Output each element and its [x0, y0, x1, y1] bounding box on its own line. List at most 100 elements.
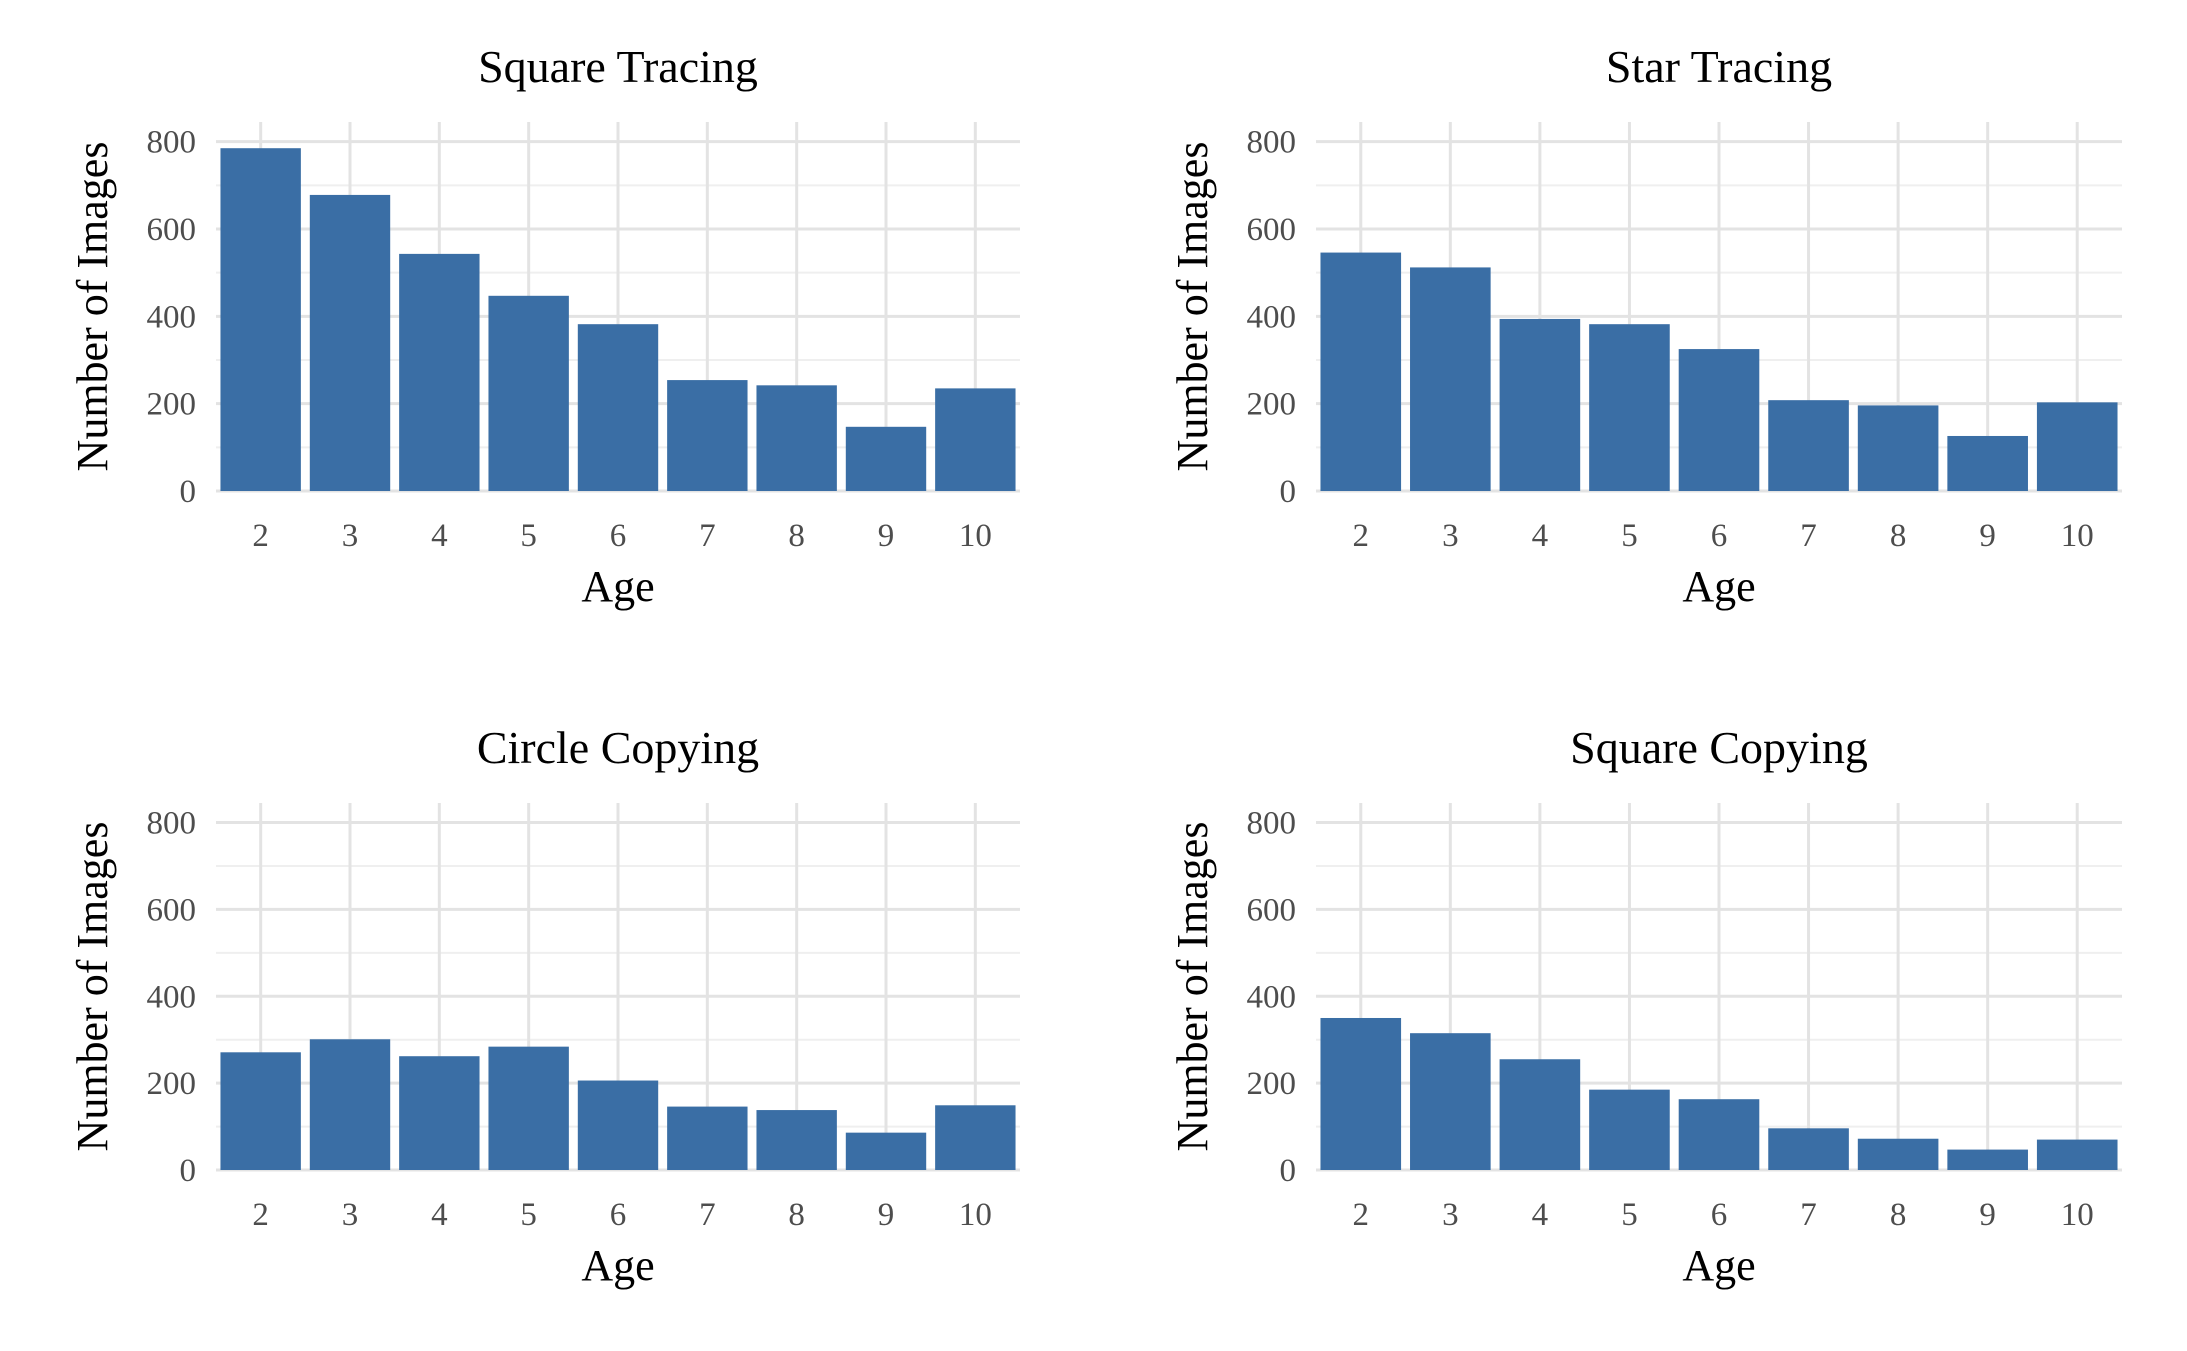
x-tick-label: 6: [610, 518, 627, 554]
chart-panel-4: 0 200 400 600 800 2 3 4 5 6 7 8 9 10 Square Copying Age…: [1168, 722, 2122, 1290]
bar-age-6: [577, 324, 659, 491]
x-tick-label: 3: [1442, 1197, 1459, 1233]
x-tick-label: 6: [1711, 1197, 1728, 1233]
x-tick-label: 9: [1979, 1197, 1996, 1233]
x-tick-label: 3: [342, 518, 359, 554]
y-tick-label: 800: [1247, 125, 1297, 161]
bar-age-2: [220, 1052, 301, 1170]
x-axis-title: Age: [1682, 1241, 1755, 1290]
bar-age-5: [488, 295, 569, 491]
x-tick-label: 2: [252, 1197, 269, 1233]
x-tick-label: 6: [610, 1197, 627, 1233]
bar-age-8: [756, 385, 837, 491]
y-tick-label: 400: [147, 299, 197, 335]
x-tick-label: 8: [788, 518, 805, 554]
bar-age-8: [1857, 405, 1939, 491]
y-tick-label: 800: [147, 125, 197, 161]
y-tick-label: 800: [147, 806, 197, 842]
y-tick-label: 200: [147, 1066, 197, 1102]
bar-age-7: [1768, 400, 1849, 491]
x-tick-label: 8: [788, 1197, 805, 1233]
x-tick-label: 6: [1711, 518, 1728, 554]
y-tick-label: 600: [147, 892, 197, 928]
panel-title: Star Tracing: [1606, 41, 1832, 92]
y-tick-label: 0: [180, 1153, 197, 1189]
x-tick-label: 10: [2061, 518, 2094, 554]
y-tick-label: 600: [147, 212, 197, 248]
bar-age-6: [577, 1080, 659, 1170]
panel-title: Circle Copying: [477, 722, 759, 773]
bar-age-5: [1589, 1089, 1670, 1170]
y-axis-title: Number of Images: [68, 142, 117, 472]
y-tick-label: 600: [1247, 892, 1297, 928]
x-tick-label: 5: [1621, 518, 1638, 554]
bar-age-6: [1678, 349, 1760, 491]
x-axis-title: Age: [581, 1241, 654, 1290]
x-tick-label: 4: [431, 518, 448, 554]
y-tick-label: 800: [1247, 806, 1297, 842]
y-tick-label: 200: [1247, 387, 1297, 423]
bar-age-9: [1947, 1149, 2028, 1170]
panel-title: Square Copying: [1570, 722, 1868, 773]
panel-title: Square Tracing: [478, 41, 758, 92]
y-tick-label: 600: [1247, 212, 1297, 248]
x-tick-label: 7: [1800, 1197, 1817, 1233]
y-tick-label: 0: [1280, 474, 1297, 510]
x-tick-label: 3: [342, 1197, 359, 1233]
bar-age-10: [935, 388, 1016, 491]
bar-age-7: [667, 1106, 748, 1170]
x-tick-label: 10: [2061, 1197, 2094, 1233]
bar-age-9: [845, 1132, 927, 1170]
x-tick-label: 2: [252, 518, 269, 554]
y-tick-label: 400: [1247, 979, 1297, 1015]
bar-age-10: [2036, 402, 2118, 491]
y-tick-label: 0: [1280, 1153, 1297, 1189]
y-axis-title: Number of Images: [68, 822, 117, 1152]
bar-age-5: [1589, 324, 1670, 491]
bar-age-8: [756, 1110, 837, 1170]
chart-panel-2: 0 200 400 600 800 2 3 4 5 6 7 8 9 10 Star Tracing Age Nu…: [1168, 41, 2122, 611]
y-tick-label: 400: [147, 979, 197, 1015]
bar-age-7: [667, 380, 748, 491]
x-tick-label: 10: [959, 518, 992, 554]
bar-age-8: [1857, 1138, 1939, 1170]
x-tick-label: 3: [1442, 518, 1459, 554]
bar-age-4: [1499, 1059, 1581, 1170]
x-tick-label: 10: [959, 1197, 992, 1233]
x-tick-label: 4: [1532, 1197, 1549, 1233]
x-tick-label: 8: [1890, 518, 1907, 554]
x-axis-title: Age: [581, 562, 654, 611]
bar-age-2: [220, 148, 301, 492]
bar-age-3: [1410, 1033, 1491, 1170]
x-tick-label: 5: [520, 518, 537, 554]
bar-age-10: [2036, 1139, 2118, 1170]
x-tick-label: 7: [699, 1197, 716, 1233]
x-tick-label: 5: [1621, 1197, 1638, 1233]
bar-age-9: [845, 426, 927, 491]
bar-age-5: [488, 1046, 569, 1170]
x-tick-label: 2: [1353, 1197, 1370, 1233]
x-tick-label: 9: [878, 1197, 895, 1233]
y-tick-label: 0: [180, 474, 197, 510]
x-tick-label: 9: [1979, 518, 1996, 554]
bar-age-3: [1410, 267, 1491, 491]
x-tick-label: 7: [699, 518, 716, 554]
x-tick-label: 5: [520, 1197, 537, 1233]
chart-panel-3: 0 200 400 600 800 2 3 4 5 6 7 8 9 10 Circle Copying Age…: [68, 722, 1020, 1290]
bar-age-9: [1947, 435, 2028, 491]
y-tick-label: 200: [1247, 1066, 1297, 1102]
bar-age-2: [1320, 252, 1402, 491]
x-tick-label: 4: [1532, 518, 1549, 554]
x-tick-label: 4: [431, 1197, 448, 1233]
x-tick-label: 7: [1800, 518, 1817, 554]
chart-panel-1: 0 200 400 600 800 2 3 4 5 6 7 8 9 10 Square Tracing Age…: [68, 41, 1020, 611]
bar-age-4: [399, 253, 480, 491]
bar-age-3: [309, 194, 391, 491]
bar-age-3: [309, 1039, 391, 1170]
bar-age-6: [1678, 1099, 1760, 1170]
y-axis-title: Number of Images: [1168, 142, 1217, 472]
y-tick-label: 400: [1247, 299, 1297, 335]
y-axis-title: Number of Images: [1168, 822, 1217, 1152]
bar-age-2: [1320, 1017, 1402, 1170]
